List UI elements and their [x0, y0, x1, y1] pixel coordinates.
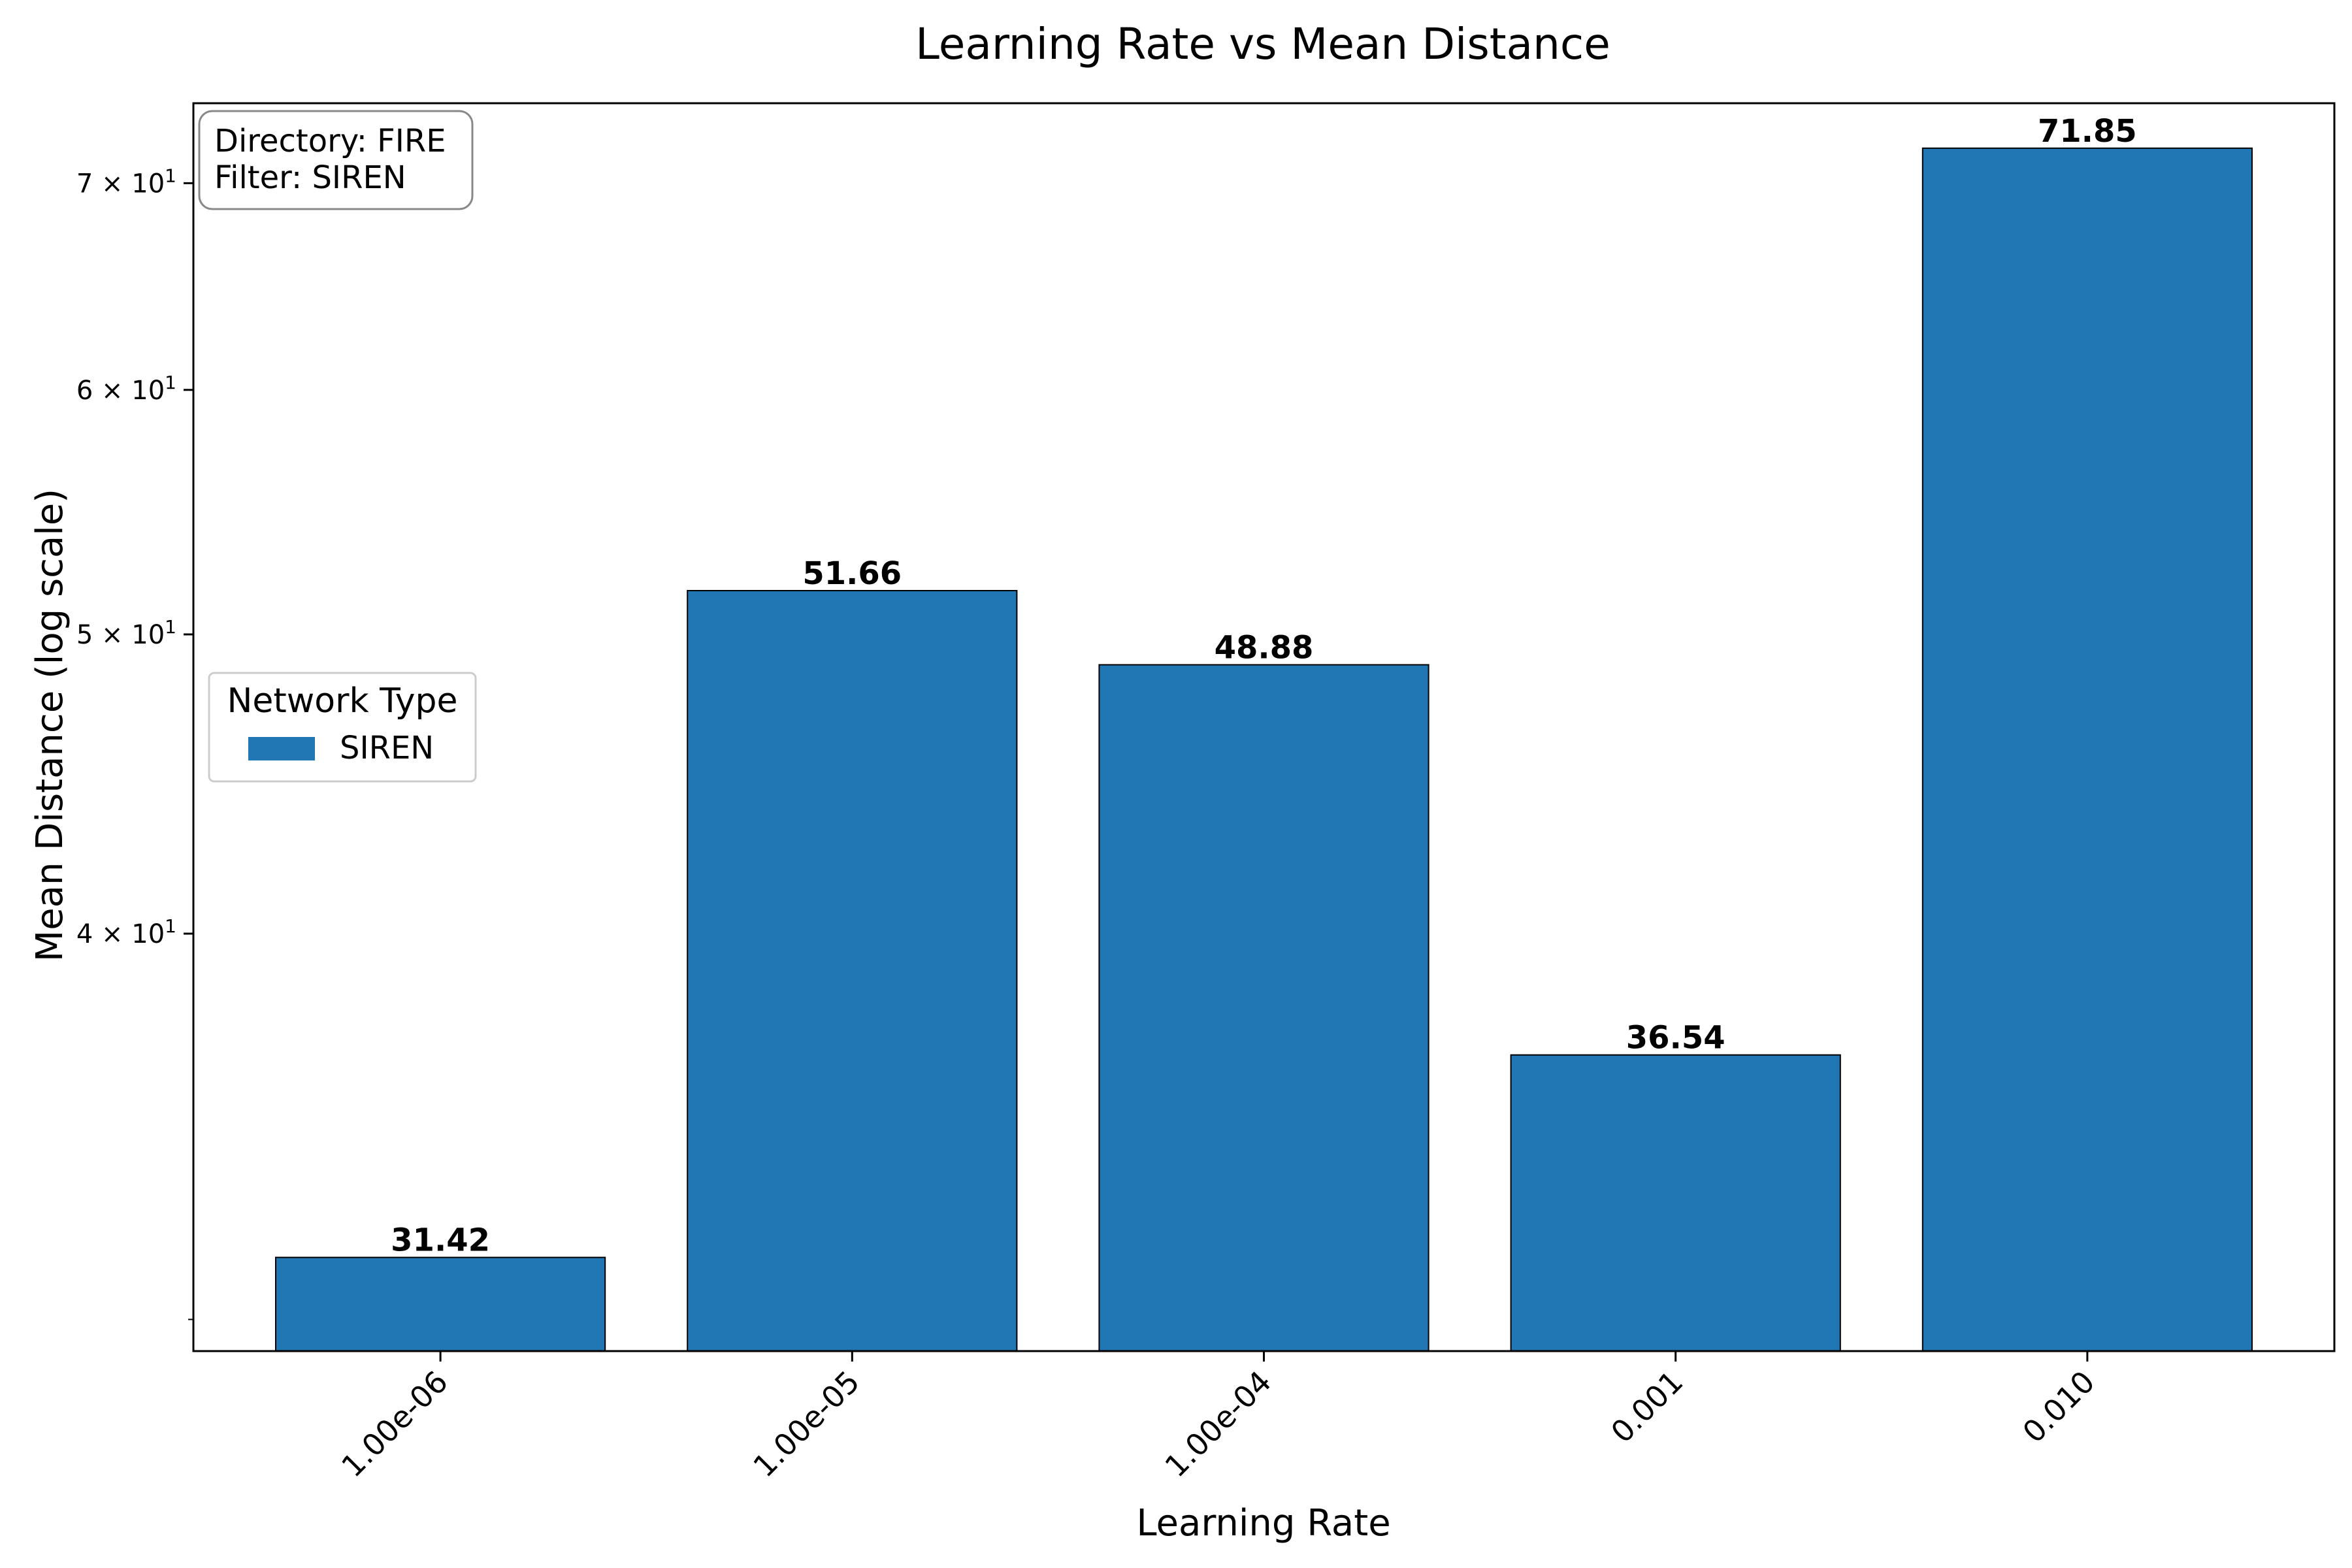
plot-area-frame: [192, 102, 2336, 1352]
bar-0.010: [1921, 147, 2253, 1352]
bar-0.001: [1510, 1054, 1841, 1352]
y-tick-label-50: 5 × 101: [76, 616, 176, 650]
y-tick-label-60: 6 × 101: [76, 372, 176, 406]
bars-layer: 31.42 51.66 48.88 36.54 71.85: [275, 113, 2253, 1352]
bar-1.00e-05: [687, 590, 1018, 1352]
bar-1.00e-04: [1098, 664, 1429, 1352]
info-box-line-filter: Filter: SIREN: [214, 159, 406, 196]
y-tick-label-40: 4 × 101: [76, 915, 176, 949]
y-axis-ticks: 4 × 101 5 × 101 6 × 101 7 × 101: [76, 165, 193, 1320]
info-box: Directory: FIRE Filter: SIREN: [198, 110, 474, 210]
data-label-0.001: 36.54: [1626, 1020, 1725, 1056]
y-tick-label-70: 7 × 101: [76, 165, 176, 199]
info-box-frame: [198, 110, 474, 210]
data-label-1.00e-06: 31.42: [391, 1222, 490, 1259]
legend: Network Type SIREN: [208, 672, 477, 783]
info-box-line-directory: Directory: FIRE: [214, 123, 446, 159]
bar-1.00e-06: [275, 1256, 606, 1352]
legend-label-siren: SIREN: [340, 730, 434, 766]
legend-swatch-siren: [248, 737, 315, 760]
legend-title: Network Type: [227, 681, 457, 721]
data-label-1.00e-04: 48.88: [1215, 630, 1314, 666]
y-axis-label: Mean Distance (log scale): [29, 489, 71, 962]
x-axis-label: Learning Rate: [1136, 1502, 1390, 1544]
chart-title: Learning Rate vs Mean Distance: [915, 19, 1610, 69]
data-label-1.00e-05: 51.66: [802, 555, 902, 592]
data-label-0.010: 71.85: [2038, 113, 2137, 150]
